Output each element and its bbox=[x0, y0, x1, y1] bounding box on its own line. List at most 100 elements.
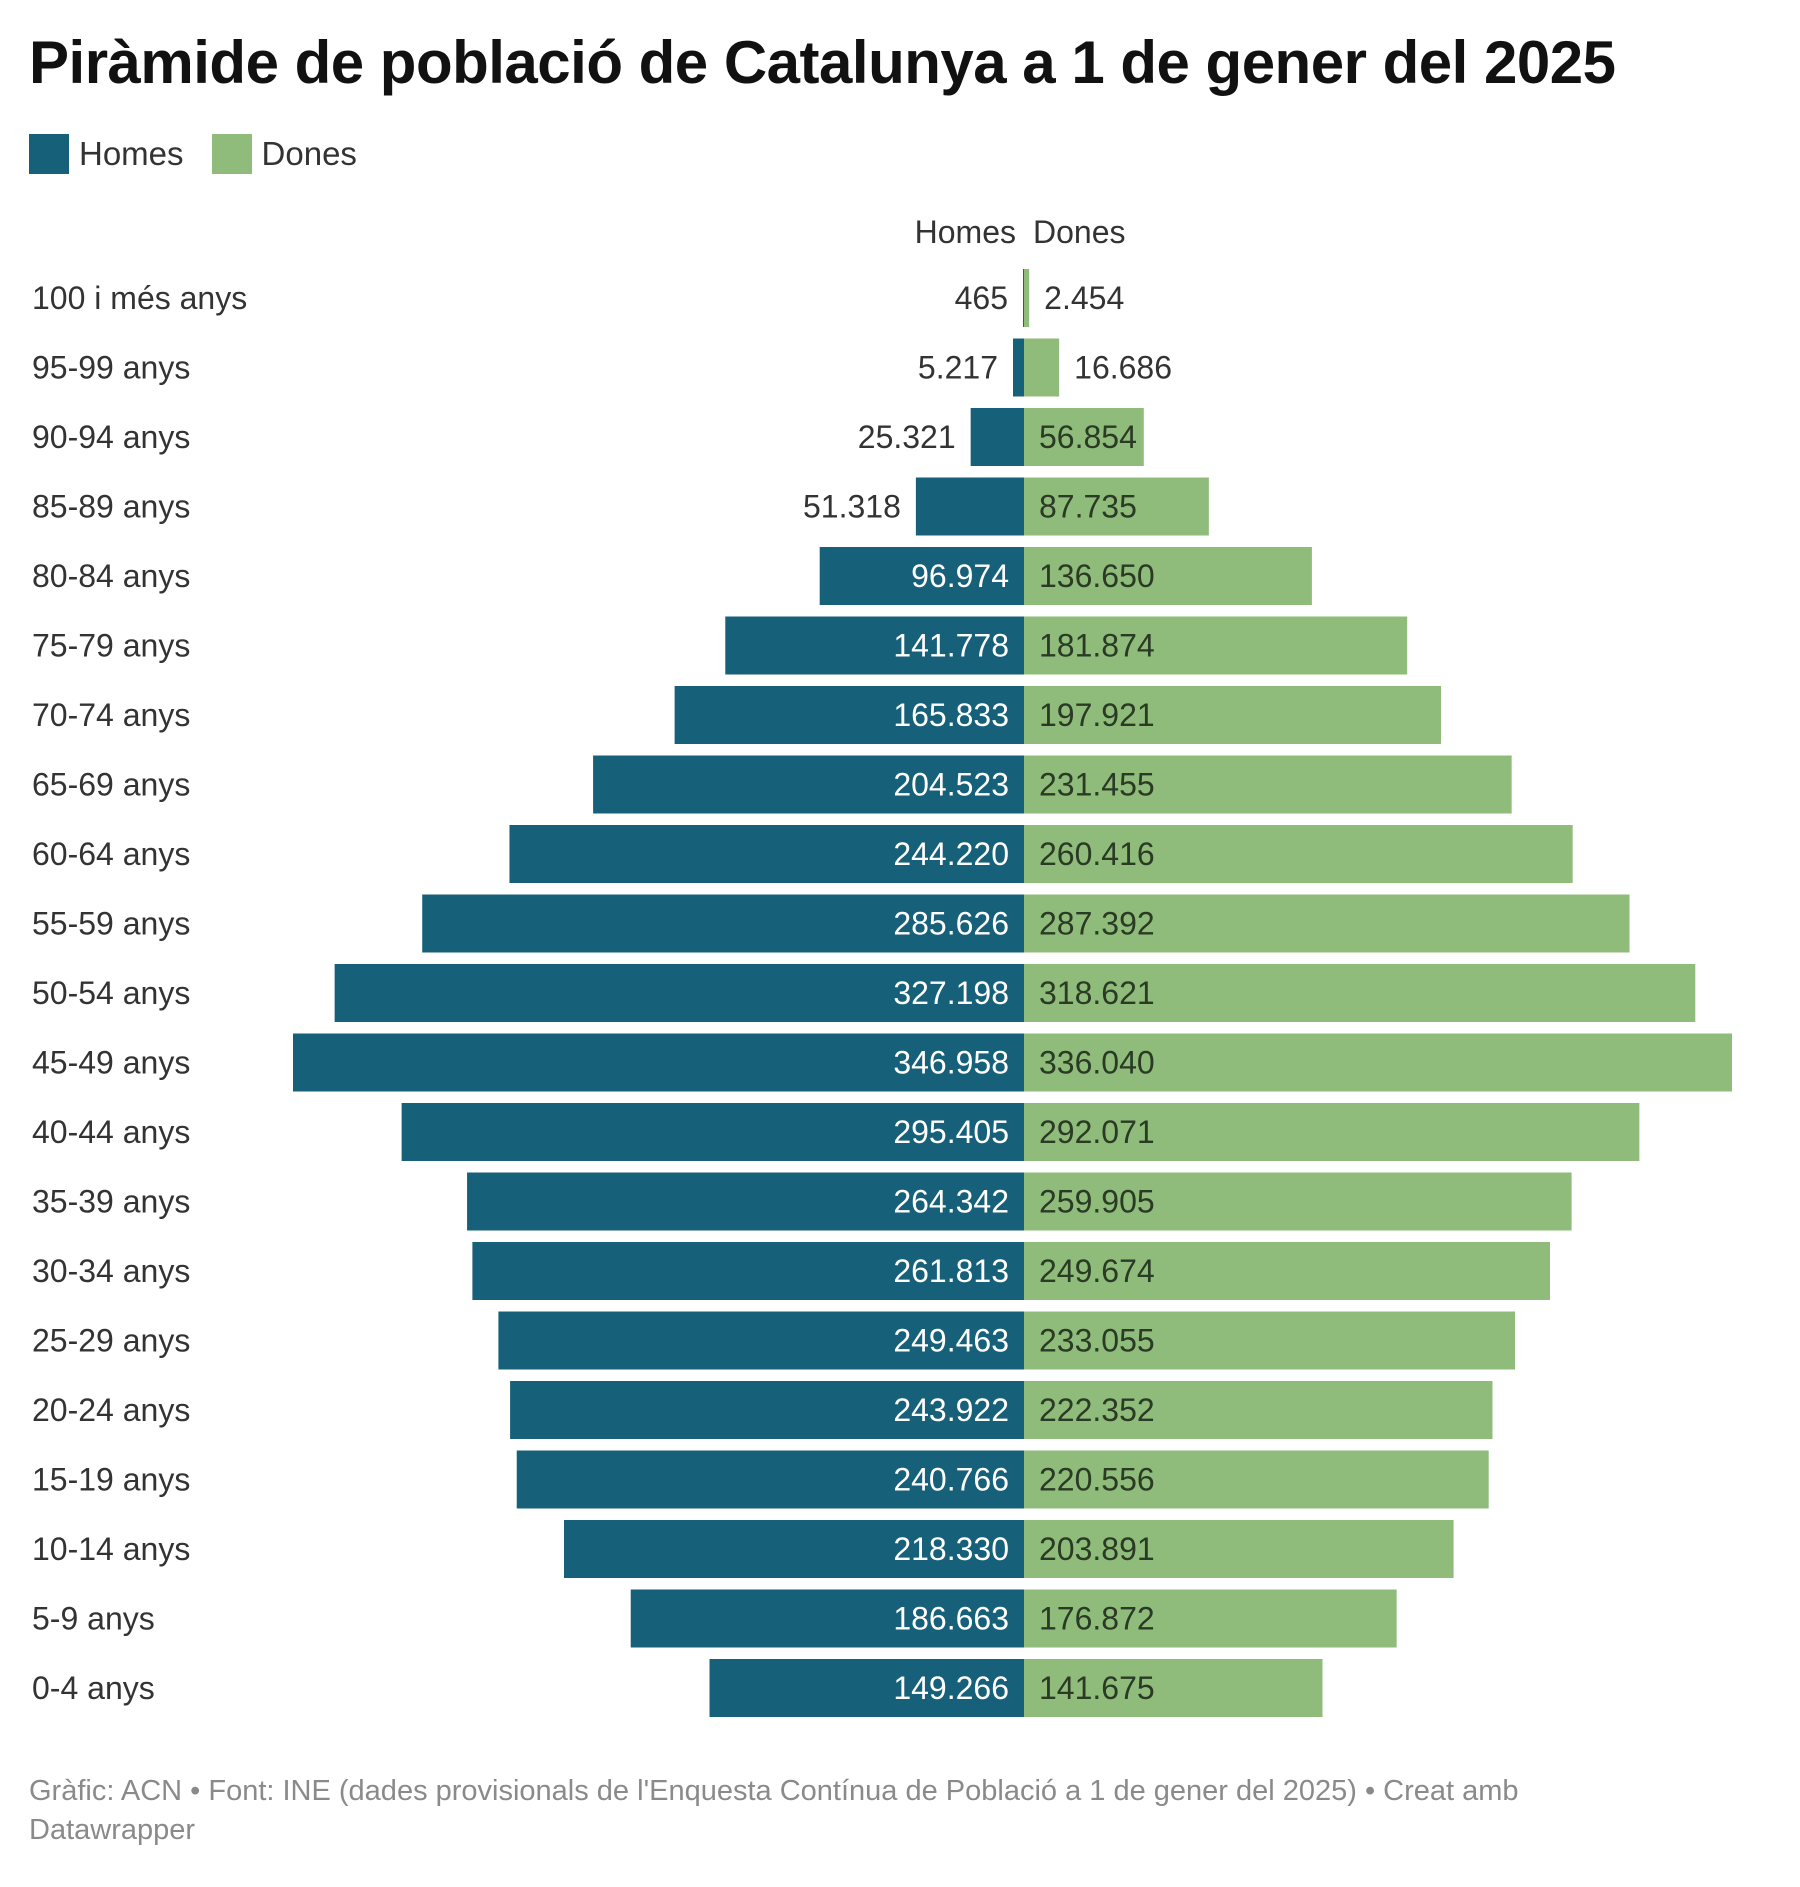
pyramid-row: 80-84 anys 96.974 136.650 bbox=[32, 547, 1312, 605]
column-header-dones: Dones bbox=[1033, 214, 1126, 250]
pyramid-row: 15-19 anys 240.766 220.556 bbox=[32, 1450, 1489, 1509]
column-header-homes: Homes bbox=[914, 214, 1016, 250]
value-label-homes: 218.330 bbox=[893, 1531, 1009, 1567]
bar-dones bbox=[1024, 616, 1408, 675]
pyramid-row: 30-34 anys 261.813 249.674 bbox=[32, 1242, 1551, 1300]
pyramid-row: 60-64 anys 244.220 260.416 bbox=[32, 825, 1573, 883]
bar-homes bbox=[630, 1589, 1024, 1648]
bar-dones bbox=[1024, 1659, 1323, 1717]
pyramid-row: 55-59 anys 285.626 287.392 bbox=[32, 894, 1630, 953]
value-label-homes: 96.974 bbox=[911, 558, 1009, 594]
value-label-dones: 181.874 bbox=[1039, 628, 1155, 664]
pyramid-row: 20-24 anys 243.922 222.352 bbox=[32, 1381, 1493, 1439]
age-group-label: 80-84 anys bbox=[32, 558, 190, 594]
age-group-label: 5-9 anys bbox=[32, 1601, 155, 1637]
bar-dones bbox=[1024, 547, 1312, 605]
bar-dones bbox=[1024, 269, 1030, 327]
value-label-dones: 318.621 bbox=[1039, 975, 1155, 1011]
age-group-label: 10-14 anys bbox=[32, 1531, 190, 1567]
value-label-homes: 186.663 bbox=[893, 1601, 1009, 1637]
value-label-dones: 141.675 bbox=[1039, 1670, 1155, 1706]
age-group-label: 70-74 anys bbox=[32, 697, 190, 733]
value-label-dones: 136.650 bbox=[1039, 558, 1155, 594]
bar-dones bbox=[1024, 686, 1441, 744]
legend-item-homes: Homes bbox=[29, 134, 184, 174]
bar-homes bbox=[472, 1242, 1024, 1300]
value-label-homes: 285.626 bbox=[893, 906, 1009, 942]
bar-homes bbox=[915, 477, 1024, 536]
value-label-homes: 295.405 bbox=[893, 1114, 1009, 1150]
bar-dones bbox=[1024, 1589, 1397, 1648]
value-label-dones: 16.686 bbox=[1074, 350, 1172, 386]
value-label-dones: 56.854 bbox=[1039, 419, 1137, 455]
value-label-dones: 233.055 bbox=[1039, 1323, 1155, 1359]
pyramid-row: 25-29 anys 249.463 233.055 bbox=[32, 1311, 1516, 1370]
bar-homes bbox=[516, 1450, 1024, 1509]
bar-homes bbox=[970, 408, 1024, 466]
bar-dones bbox=[1024, 1520, 1454, 1578]
pyramid-row: 70-74 anys 165.833 197.921 bbox=[32, 686, 1441, 744]
value-label-dones: 203.891 bbox=[1039, 1531, 1155, 1567]
bar-dones bbox=[1024, 408, 1144, 466]
value-label-dones: 259.905 bbox=[1039, 1184, 1155, 1220]
value-label-homes: 261.813 bbox=[893, 1253, 1009, 1289]
bar-homes bbox=[674, 686, 1024, 744]
pyramid-row: 75-79 anys 141.778 181.874 bbox=[32, 616, 1408, 675]
bar-dones bbox=[1024, 1033, 1732, 1092]
age-group-label: 65-69 anys bbox=[32, 767, 190, 803]
legend-item-dones: Dones bbox=[211, 134, 357, 174]
value-label-homes: 165.833 bbox=[893, 697, 1009, 733]
value-label-homes: 465 bbox=[955, 280, 1008, 316]
bar-homes bbox=[564, 1520, 1024, 1578]
chart-title: Piràmide de població de Catalunya a 1 de… bbox=[29, 29, 1616, 96]
bar-dones bbox=[1024, 894, 1630, 953]
pyramid-row: 45-49 anys 346.958 336.040 bbox=[32, 1033, 1732, 1092]
bar-dones bbox=[1024, 1103, 1640, 1161]
legend-label-homes: Homes bbox=[79, 135, 184, 172]
legend: Homes Dones bbox=[29, 134, 385, 174]
age-group-label: 60-64 anys bbox=[32, 836, 190, 872]
age-group-label: 35-39 anys bbox=[32, 1184, 190, 1220]
legend-swatch-dones bbox=[211, 134, 252, 174]
bar-dones bbox=[1024, 477, 1209, 536]
value-label-homes: 240.766 bbox=[893, 1462, 1009, 1498]
value-label-dones: 87.735 bbox=[1039, 489, 1137, 525]
value-label-homes: 243.922 bbox=[893, 1392, 1009, 1428]
bar-homes bbox=[498, 1311, 1024, 1370]
pyramid-row: 0-4 anys 149.266 141.675 bbox=[32, 1659, 1323, 1717]
bar-homes bbox=[725, 616, 1024, 675]
bar-homes bbox=[509, 825, 1024, 883]
bar-dones bbox=[1024, 1242, 1551, 1300]
value-label-homes: 204.523 bbox=[893, 767, 1009, 803]
bar-dones bbox=[1024, 1311, 1516, 1370]
value-label-dones: 231.455 bbox=[1039, 767, 1155, 803]
legend-label-dones: Dones bbox=[261, 135, 357, 172]
bar-homes bbox=[1023, 269, 1024, 327]
bar-dones bbox=[1024, 964, 1696, 1022]
pyramid-row: 5-9 anys 186.663 176.872 bbox=[32, 1589, 1397, 1648]
age-group-label: 40-44 anys bbox=[32, 1114, 190, 1150]
bar-dones bbox=[1024, 755, 1512, 814]
age-group-label: 50-54 anys bbox=[32, 975, 190, 1011]
bar-homes bbox=[1013, 338, 1024, 397]
bar-dones bbox=[1024, 825, 1573, 883]
value-label-homes: 264.342 bbox=[893, 1184, 1009, 1220]
age-group-label: 95-99 anys bbox=[32, 350, 190, 386]
bar-dones bbox=[1024, 338, 1060, 397]
value-label-homes: 249.463 bbox=[893, 1323, 1009, 1359]
bar-homes bbox=[593, 755, 1024, 814]
bar-dones bbox=[1024, 1450, 1489, 1509]
bar-homes bbox=[709, 1659, 1024, 1717]
bar-homes bbox=[401, 1103, 1024, 1161]
value-label-dones: 220.556 bbox=[1039, 1462, 1155, 1498]
value-label-dones: 260.416 bbox=[1039, 836, 1155, 872]
value-label-dones: 2.454 bbox=[1044, 280, 1124, 316]
bar-homes bbox=[819, 547, 1024, 605]
bar-homes bbox=[293, 1033, 1024, 1092]
age-group-label: 20-24 anys bbox=[32, 1392, 190, 1428]
age-group-label: 85-89 anys bbox=[32, 489, 190, 525]
pyramid-row: 90-94 anys 25.321 56.854 bbox=[32, 408, 1144, 466]
value-label-dones: 249.674 bbox=[1039, 1253, 1155, 1289]
age-group-label: 30-34 anys bbox=[32, 1253, 190, 1289]
age-group-label: 90-94 anys bbox=[32, 419, 190, 455]
